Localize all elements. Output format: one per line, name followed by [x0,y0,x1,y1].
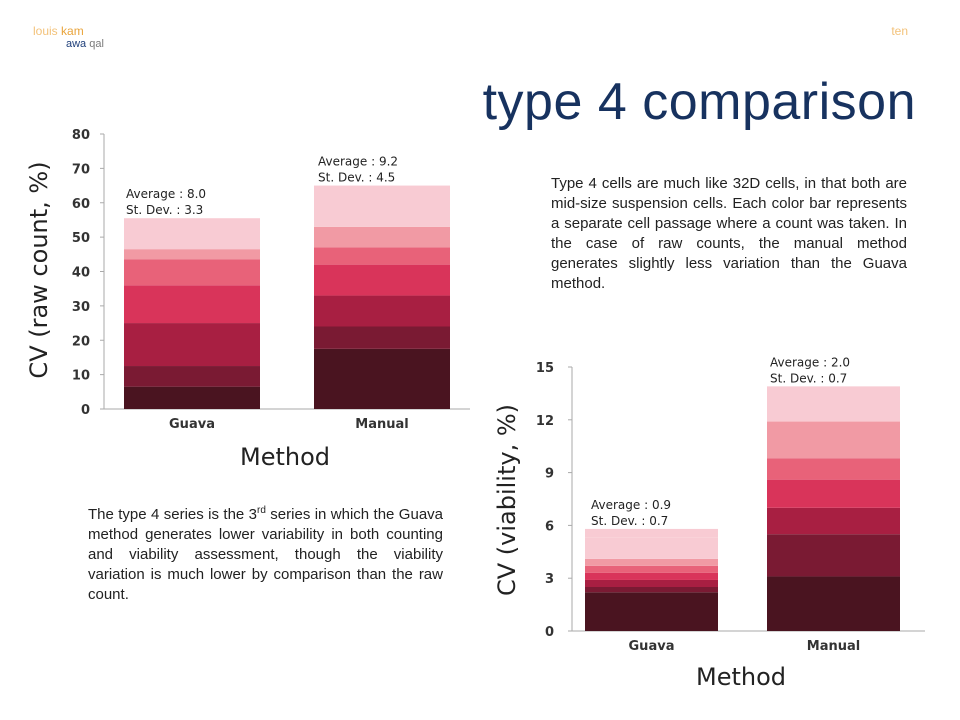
x-axis-title: Method [240,443,330,471]
bar-segment [585,579,718,587]
brand-line-2-b: qal [89,38,104,50]
average-annotation: Average : 8.0 [126,187,206,201]
y-tick-label: 60 [72,197,90,212]
slide-title: type 4 comparison [482,73,916,131]
y-tick-label: 0 [81,403,90,418]
corner-label: ten [891,24,908,38]
bar-segment [767,421,900,459]
bar-segment [124,218,260,250]
bar-segment [124,259,260,286]
x-axis-title: Method [696,663,786,691]
average-annotation: Average : 0.9 [591,498,671,512]
average-annotation: Average : 9.2 [318,155,398,169]
stdev-annotation: St. Dev. : 3.3 [126,203,203,217]
category-label: Manual [355,417,408,432]
bar-segment [767,507,900,535]
bar-segment [767,386,900,422]
bar-segment [124,285,260,324]
bar-segment [585,558,718,566]
category-label: Guava [169,417,215,432]
summary-sup: rd [257,505,266,516]
y-tick-label: 80 [72,128,90,143]
summary-text-b: series in which the Guava method generat… [88,506,443,603]
brand-line-1: louis kam [33,24,84,38]
y-axis-title: CV (viability, %) [493,404,521,596]
brand-line-2: awa qal [66,38,104,50]
bar-segment [585,565,718,573]
bar-segment [314,326,450,349]
bar-segment [585,572,718,580]
bar-segment [124,386,260,409]
y-tick-label: 12 [536,414,554,429]
y-tick-label: 50 [72,231,90,246]
brand-line-1-b: kam [61,24,84,38]
y-tick-label: 6 [545,519,554,534]
description-paragraph: Type 4 cells are much like 32D cells, in… [551,175,907,292]
bar-segment [767,576,900,631]
bar-segment [314,226,450,248]
bar-segment [585,587,718,593]
bar-segment [314,264,450,296]
category-label: Guava [629,639,675,654]
summary-text-a: The type 4 series is the 3 [88,506,257,523]
bar-segment [124,323,260,367]
brand-line-2-a: awa [66,38,87,50]
bar-segment [767,534,900,577]
y-tick-label: 15 [536,361,554,376]
bar-segment [585,537,718,559]
bar-segment [314,295,450,327]
bar-segment [585,592,718,631]
bar-segment [767,479,900,508]
bar-segment [314,348,450,409]
y-tick-label: 9 [545,467,554,482]
stdev-annotation: St. Dev. : 4.5 [318,171,395,185]
average-annotation: Average : 2.0 [770,355,850,369]
y-tick-label: 40 [72,266,90,281]
y-tick-label: 0 [545,625,554,640]
category-label: Manual [807,639,860,654]
bar-segment [124,249,260,260]
stdev-annotation: St. Dev. : 0.7 [591,514,668,528]
bar-segment [124,366,260,387]
bar-segment [314,247,450,265]
bar-segment [767,458,900,480]
y-tick-label: 30 [72,300,90,315]
bar-segment [314,185,450,227]
brand-line-1-a: louis [33,24,58,38]
y-tick-label: 3 [545,572,554,587]
y-tick-label: 70 [72,162,90,177]
y-tick-label: 10 [72,369,90,384]
summary-paragraph: The type 4 series is the 3rd series in w… [88,501,443,605]
y-tick-label: 20 [72,334,90,349]
y-axis-title: CV (raw count, %) [25,161,53,378]
stdev-annotation: St. Dev. : 0.7 [770,371,847,385]
bar-segment [585,528,718,538]
